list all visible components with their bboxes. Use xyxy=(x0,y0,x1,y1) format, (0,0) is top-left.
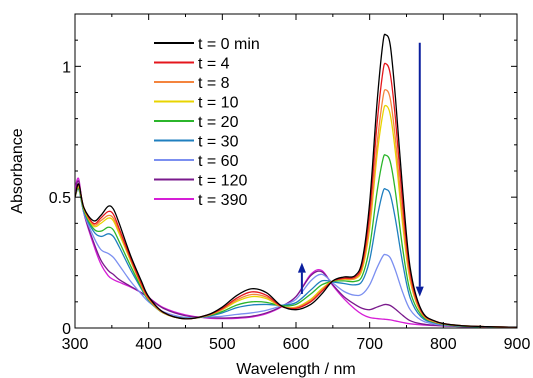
annotations-layer xyxy=(297,42,424,297)
legend-item-t-4: t = 4 xyxy=(154,56,230,73)
series-line-t-60 xyxy=(75,185,517,328)
arrow-head xyxy=(297,262,306,273)
legend-label: t = 8 xyxy=(198,75,230,92)
x-tick-label: 300 xyxy=(62,336,89,353)
legend: t = 0 min t = 4 t = 8 t = 10 t = 20 t = 30 t =… xyxy=(154,36,260,209)
series-line-t-120 xyxy=(75,180,517,328)
axes-layer: 300 400 500 600 700 800 900 0 0.5 1 xyxy=(49,14,531,353)
legend-item-t-30: t = 30 xyxy=(154,134,239,151)
series-line-t-30 xyxy=(75,188,517,328)
legend-item-t-390: t = 390 xyxy=(154,192,247,209)
y-axis-label: Absorbance xyxy=(9,128,26,213)
legend-item-t-10: t = 10 xyxy=(154,95,239,112)
series-line-t-4 xyxy=(75,62,517,328)
decrease-arrow xyxy=(415,42,424,297)
legend-label: t = 390 xyxy=(198,192,247,209)
legend-label: t = 4 xyxy=(198,56,230,73)
x-axis-label: Wavelength / nm xyxy=(236,361,355,378)
series-line-t-8 xyxy=(75,89,517,328)
x-tick-label: 500 xyxy=(209,336,236,353)
series-line-t-20 xyxy=(75,154,517,328)
y-tick-label: 1 xyxy=(62,59,71,76)
legend-label: t = 20 xyxy=(198,114,239,131)
legend-label: t = 60 xyxy=(198,153,239,170)
x-tick-label: 900 xyxy=(504,336,531,353)
legend-label: t = 120 xyxy=(198,173,247,190)
legend-label: t = 10 xyxy=(198,95,239,112)
y-tick-label: 0 xyxy=(62,321,71,338)
x-tick-label: 800 xyxy=(430,336,457,353)
x-tick-label: 600 xyxy=(283,336,310,353)
legend-item-t-8: t = 8 xyxy=(154,75,230,92)
series-line-t-0-min xyxy=(75,33,517,328)
legend-item-t-0-min: t = 0 min xyxy=(154,36,260,53)
increase-arrow xyxy=(297,262,306,294)
legend-item-t-120: t = 120 xyxy=(154,173,247,190)
legend-item-t-20: t = 20 xyxy=(154,114,239,131)
curves-layer xyxy=(75,33,517,328)
arrow-head xyxy=(415,286,424,297)
legend-label: t = 30 xyxy=(198,134,239,151)
x-tick-label: 700 xyxy=(356,336,383,353)
legend-label: t = 0 min xyxy=(198,36,260,53)
legend-item-t-60: t = 60 xyxy=(154,153,239,170)
x-tick-label: 400 xyxy=(135,336,162,353)
y-tick-label: 0.5 xyxy=(49,190,71,207)
